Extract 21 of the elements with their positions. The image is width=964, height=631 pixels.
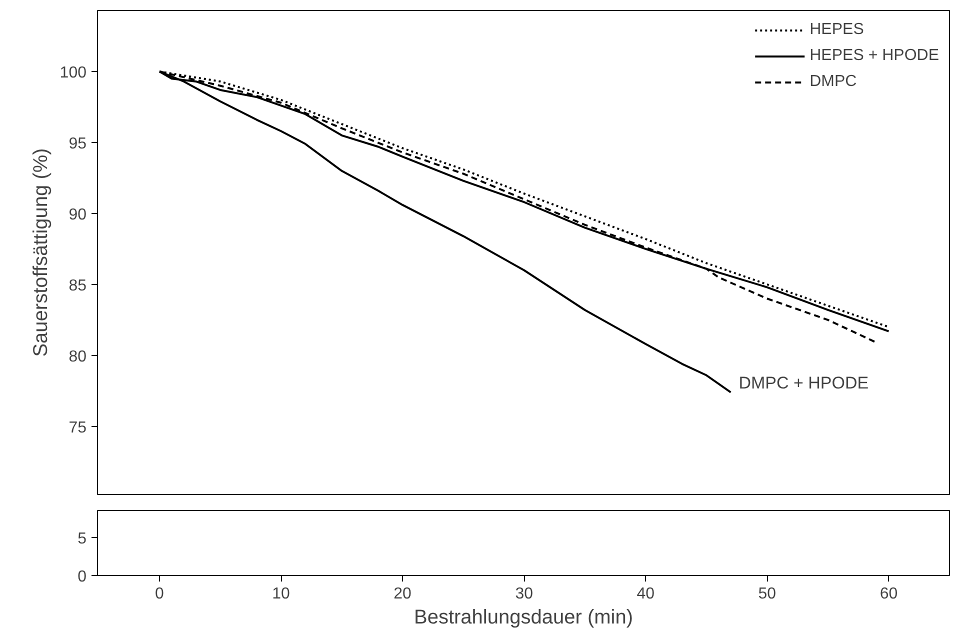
y-tick-label: 0 xyxy=(78,568,87,586)
legend-label: HEPES + HPODE xyxy=(810,47,939,65)
legend-label: DMPC xyxy=(810,73,857,91)
y-axis-title: Sauerstoffsättigung (%) xyxy=(30,148,52,357)
legend-label: HEPES xyxy=(810,21,864,39)
y-tick-label: 100 xyxy=(60,64,87,82)
x-tick-label: 10 xyxy=(272,586,290,602)
x-tick-label: 60 xyxy=(880,586,898,602)
y-tick-label: 75 xyxy=(68,419,87,436)
y-tick-label: 90 xyxy=(68,206,87,224)
annotation: DMPC + HPODE xyxy=(738,373,869,392)
x-tick-label: 20 xyxy=(394,586,412,602)
x-tick-label: 50 xyxy=(758,586,776,602)
y-tick-label: 95 xyxy=(68,136,87,152)
y-tick-label: 85 xyxy=(68,277,87,294)
x-tick-label: 40 xyxy=(636,586,655,602)
y-tick-label: 5 xyxy=(78,530,87,548)
x-tick-label: 30 xyxy=(515,586,534,602)
y-tick-label: 80 xyxy=(68,348,87,366)
x-tick-label: 0 xyxy=(155,586,164,602)
x-axis-title: Bestrahlungsdauer (min) xyxy=(414,606,634,628)
